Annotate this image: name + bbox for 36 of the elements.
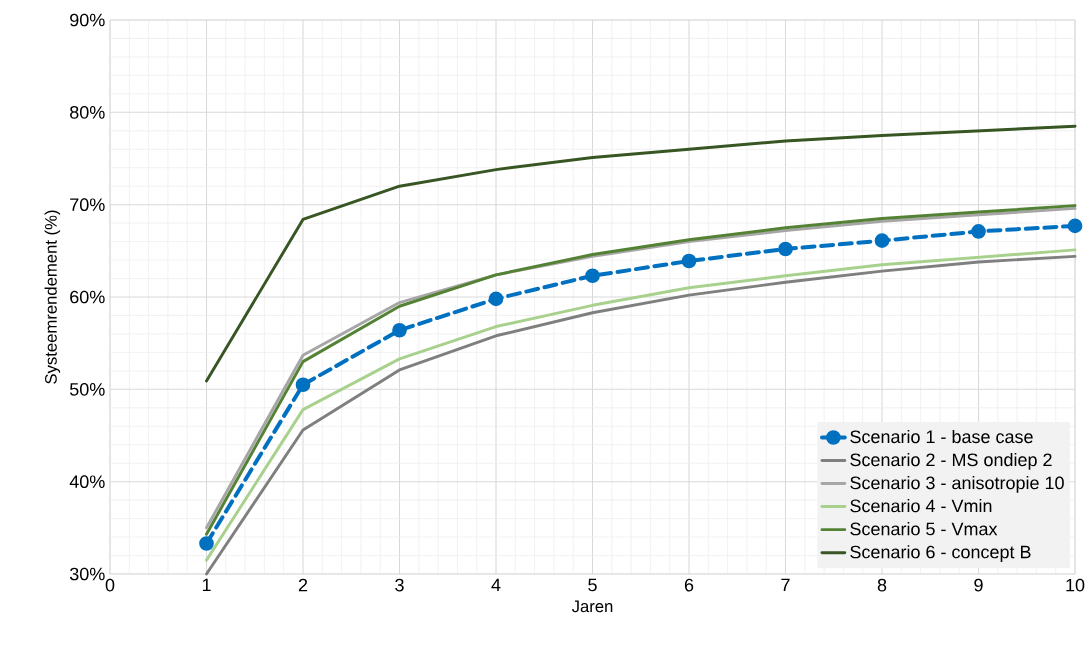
point: [199, 536, 214, 551]
legend-label: Scenario 4 - Vmin: [850, 499, 992, 513]
x-tick-label: 4: [491, 578, 501, 592]
legend-label: Scenario 3 - anisotropie 10: [850, 476, 1064, 493]
y-tick-label: 50%: [69, 382, 105, 396]
point: [681, 253, 697, 269]
legend-label: Scenario 6 - concept B: [850, 545, 1031, 562]
y-axis-title: Systeemrendement (%): [44, 210, 61, 384]
x-tick-label: 5: [588, 578, 597, 592]
x-tick-label: 0: [105, 578, 115, 592]
legend-label: Scenario 5 - Vmax: [850, 522, 998, 536]
legend-label: Scenario 2 - MS ondiep 2: [850, 452, 1052, 470]
point: [392, 322, 407, 338]
y-tick-label: 80%: [70, 105, 105, 119]
y-tick-label: 40%: [69, 475, 105, 489]
y-tick-label: 70%: [70, 198, 105, 212]
point: [585, 268, 600, 284]
x-axis-title: Jaren: [571, 600, 613, 613]
legend-label: Scenario 1 - base case: [850, 429, 1033, 444]
x-tick-label: 2: [298, 578, 308, 592]
x-tick-label: 10: [1066, 578, 1085, 592]
point: [874, 233, 890, 249]
point: [488, 291, 504, 307]
point: [1067, 218, 1083, 234]
x-tick-label: 7: [781, 578, 790, 592]
point: [971, 224, 986, 239]
y-tick-label: 60%: [70, 290, 105, 304]
y-tick-label: 90%: [70, 13, 105, 27]
x-tick-label: 8: [877, 578, 887, 592]
x-tick-label: 3: [395, 578, 404, 592]
x-tick-label: 9: [974, 578, 983, 592]
x-tick-label: 1: [202, 578, 211, 592]
x-tick-label: 6: [684, 578, 694, 592]
y-tick-label: 30%: [69, 567, 105, 581]
point: [295, 377, 311, 393]
point: [778, 241, 793, 257]
